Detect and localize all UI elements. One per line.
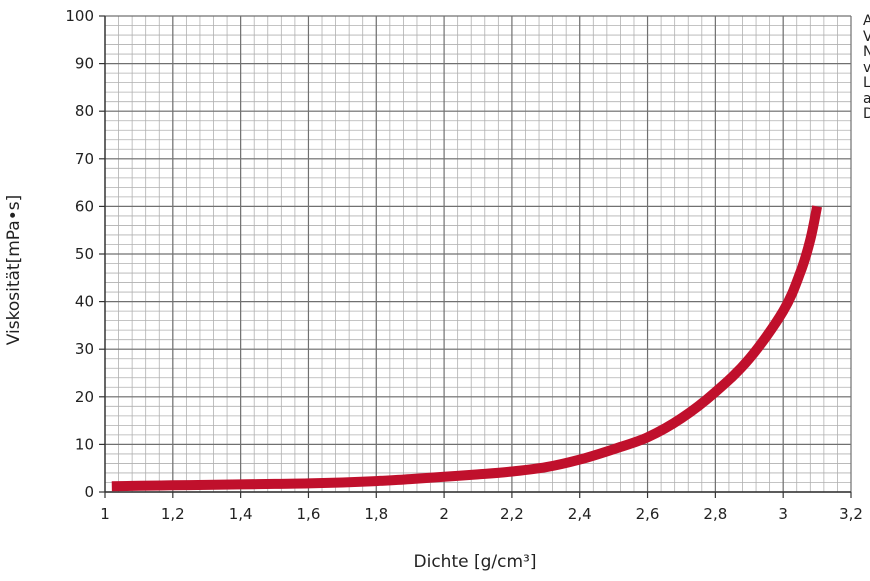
major-grid	[104, 15, 852, 493]
x-tick-label: 1	[100, 505, 110, 523]
x-tick-labels: 1 1,2 1,4 1,6 1,8 2 2,2 2,4 2,6 2,8 3 3,2	[100, 505, 863, 523]
y-tick-label: 50	[75, 245, 94, 263]
x-tick-label: 1,4	[229, 505, 253, 523]
x-axis-title: Dichte [g/cm³]	[414, 552, 537, 572]
side-note-line: v	[863, 59, 870, 76]
y-tick-label: 80	[75, 102, 94, 120]
x-tick-label: 3,2	[839, 505, 863, 523]
x-tick-label: 1,8	[364, 505, 388, 523]
axes	[99, 15, 852, 498]
y-tick-label: 20	[75, 388, 94, 406]
side-note-line: D	[863, 106, 870, 122]
y-tick-label: 30	[75, 340, 94, 358]
series-line	[111, 205, 823, 492]
x-tick-label: 1,2	[161, 505, 185, 523]
x-tick-label: 2,2	[500, 505, 524, 523]
side-note-line: V	[863, 28, 870, 45]
x-tick-label: 2,6	[636, 505, 660, 523]
x-tick-label: 1,6	[297, 505, 321, 523]
y-tick-label: 10	[75, 435, 94, 453]
y-tick-label: 90	[75, 55, 94, 73]
y-tick-label: 40	[75, 293, 94, 311]
x-tick-label: 3	[778, 505, 788, 523]
series-layer	[111, 205, 823, 492]
y-tick-label: 0	[84, 483, 94, 501]
y-tick-label: 70	[75, 150, 94, 168]
y-tick-label: 60	[75, 197, 94, 215]
y-tick-labels: 0 10 20 30 40 50 60 70 80 90 100	[65, 7, 94, 501]
x-tick-label: 2,8	[703, 505, 727, 523]
side-note-line: A	[863, 14, 870, 29]
y-axis-title: Viskosität[mPa•s]	[4, 195, 24, 345]
x-tick-label: 2	[439, 505, 449, 523]
y-tick-label: 100	[65, 7, 94, 25]
side-note-line: L	[863, 75, 870, 91]
side-note-line: a	[863, 90, 870, 107]
x-tick-label: 2,4	[568, 505, 592, 523]
side-note-line: N	[863, 44, 870, 60]
